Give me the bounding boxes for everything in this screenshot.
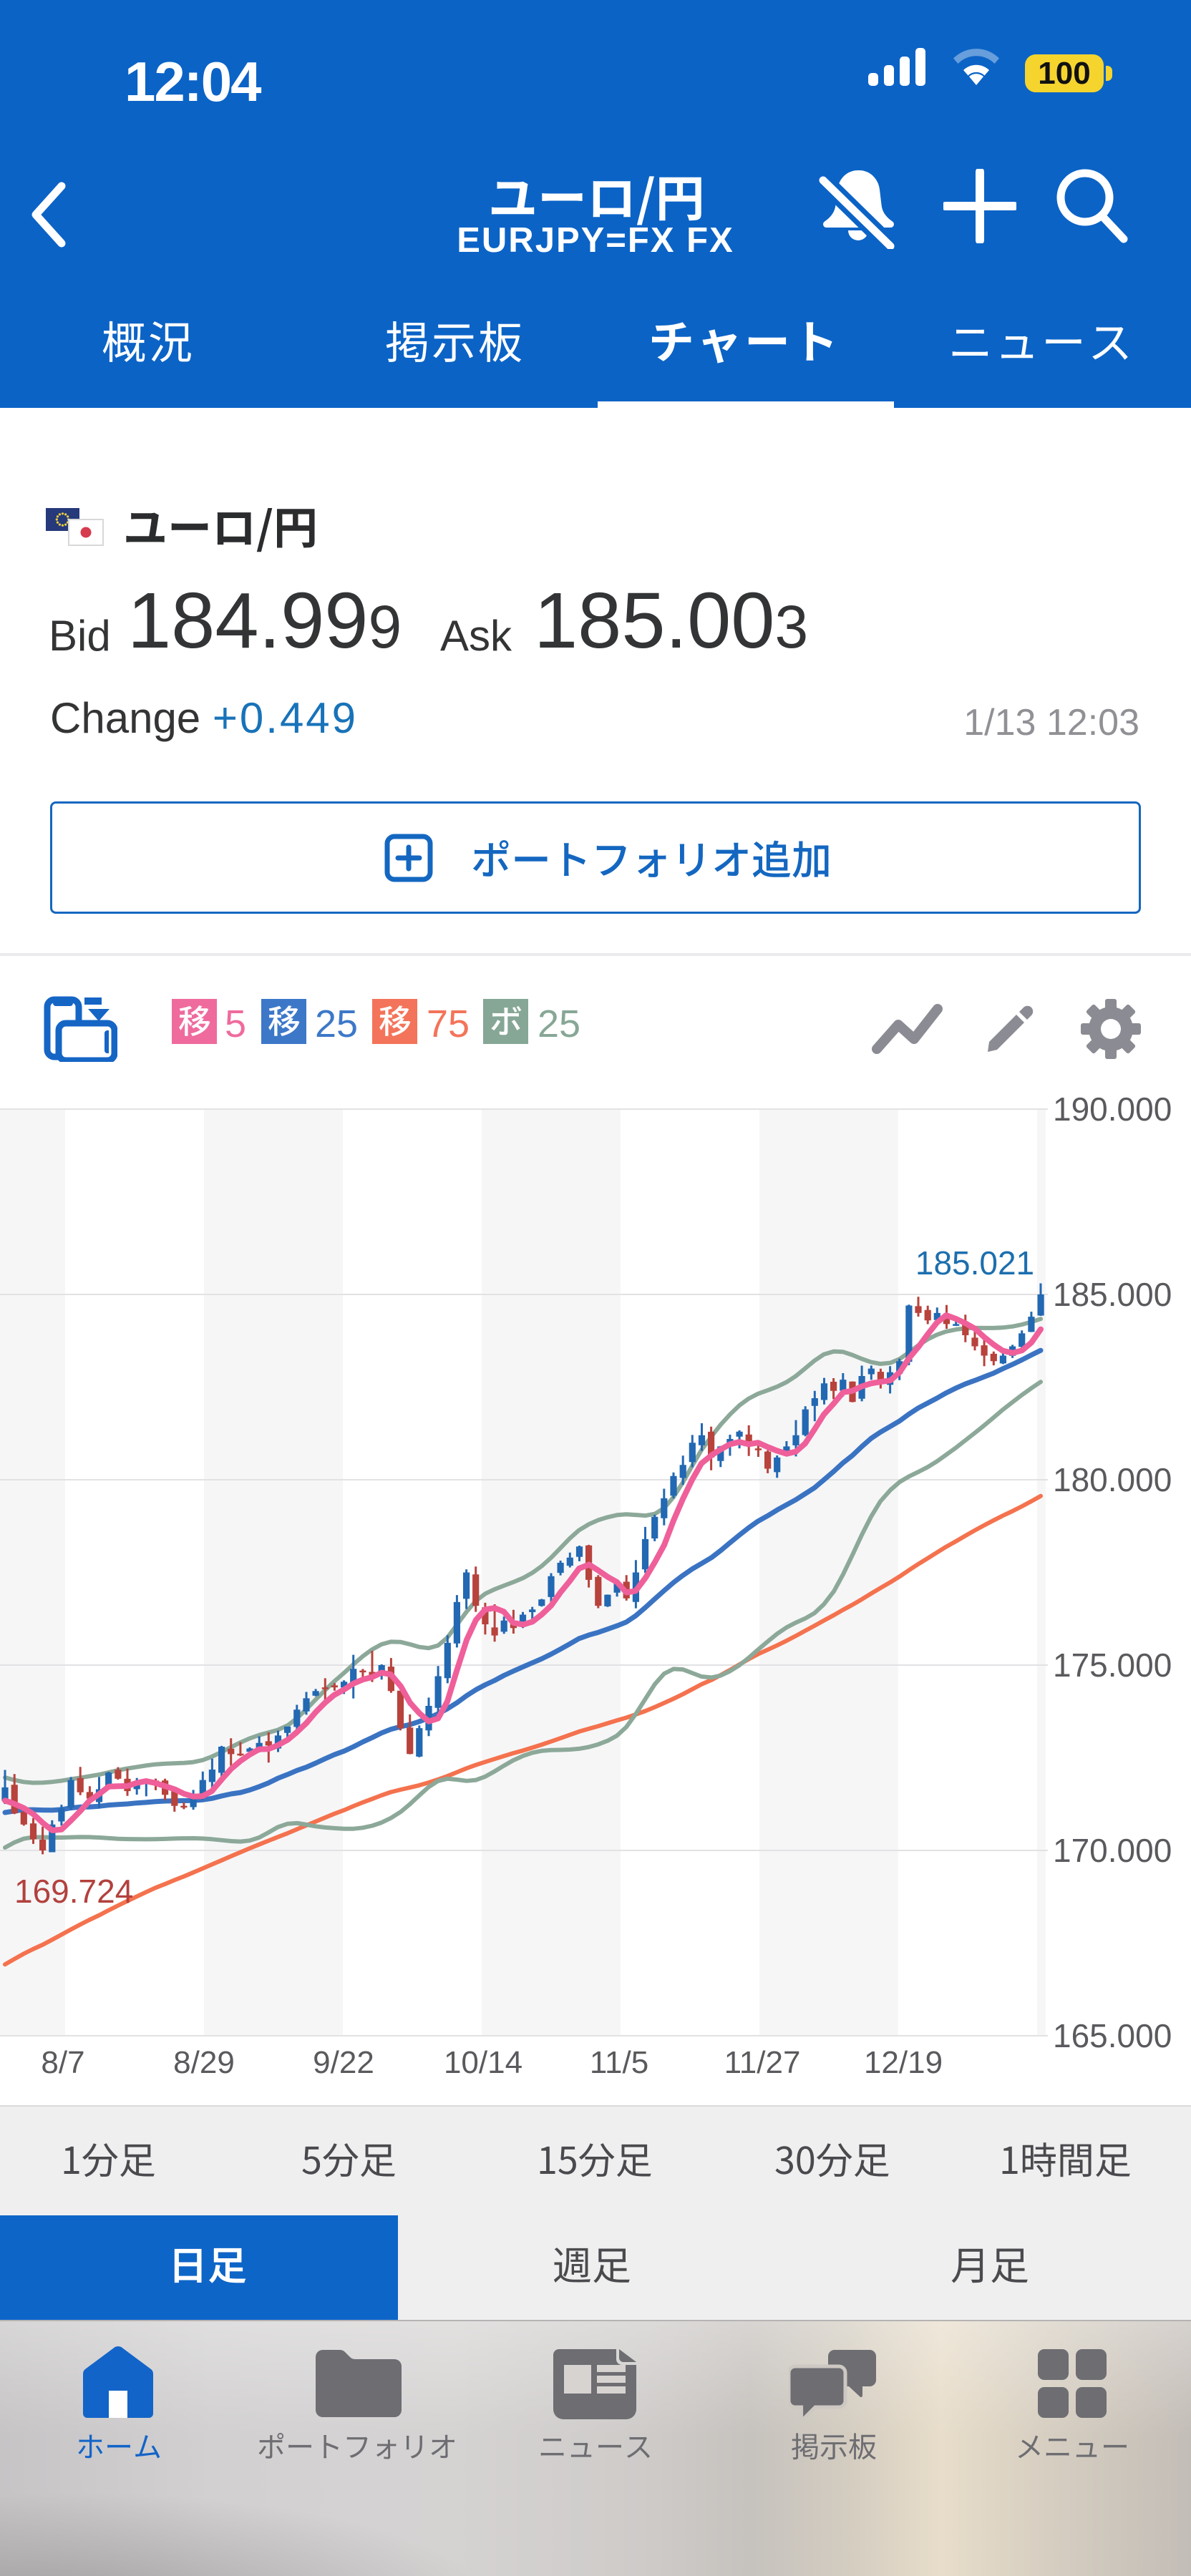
svg-text:169.724: 169.724 xyxy=(14,1873,133,1910)
svg-text:185.021: 185.021 xyxy=(915,1244,1034,1282)
svg-text:185.000: 185.000 xyxy=(1053,1276,1172,1313)
svg-text:10/14: 10/14 xyxy=(444,2045,522,2080)
svg-text:8/7: 8/7 xyxy=(41,2045,84,2080)
svg-text:11/5: 11/5 xyxy=(590,2045,648,2080)
svg-text:190.000: 190.000 xyxy=(1053,1091,1172,1128)
svg-text:175.000: 175.000 xyxy=(1053,1646,1172,1684)
svg-text:180.000: 180.000 xyxy=(1053,1461,1172,1498)
svg-text:9/22: 9/22 xyxy=(313,2045,374,2080)
svg-text:8/29: 8/29 xyxy=(173,2045,235,2080)
svg-text:11/27: 11/27 xyxy=(724,2045,801,2080)
svg-text:170.000: 170.000 xyxy=(1053,1832,1172,1869)
svg-text:165.000: 165.000 xyxy=(1053,2017,1172,2054)
svg-text:12/19: 12/19 xyxy=(864,2045,943,2080)
